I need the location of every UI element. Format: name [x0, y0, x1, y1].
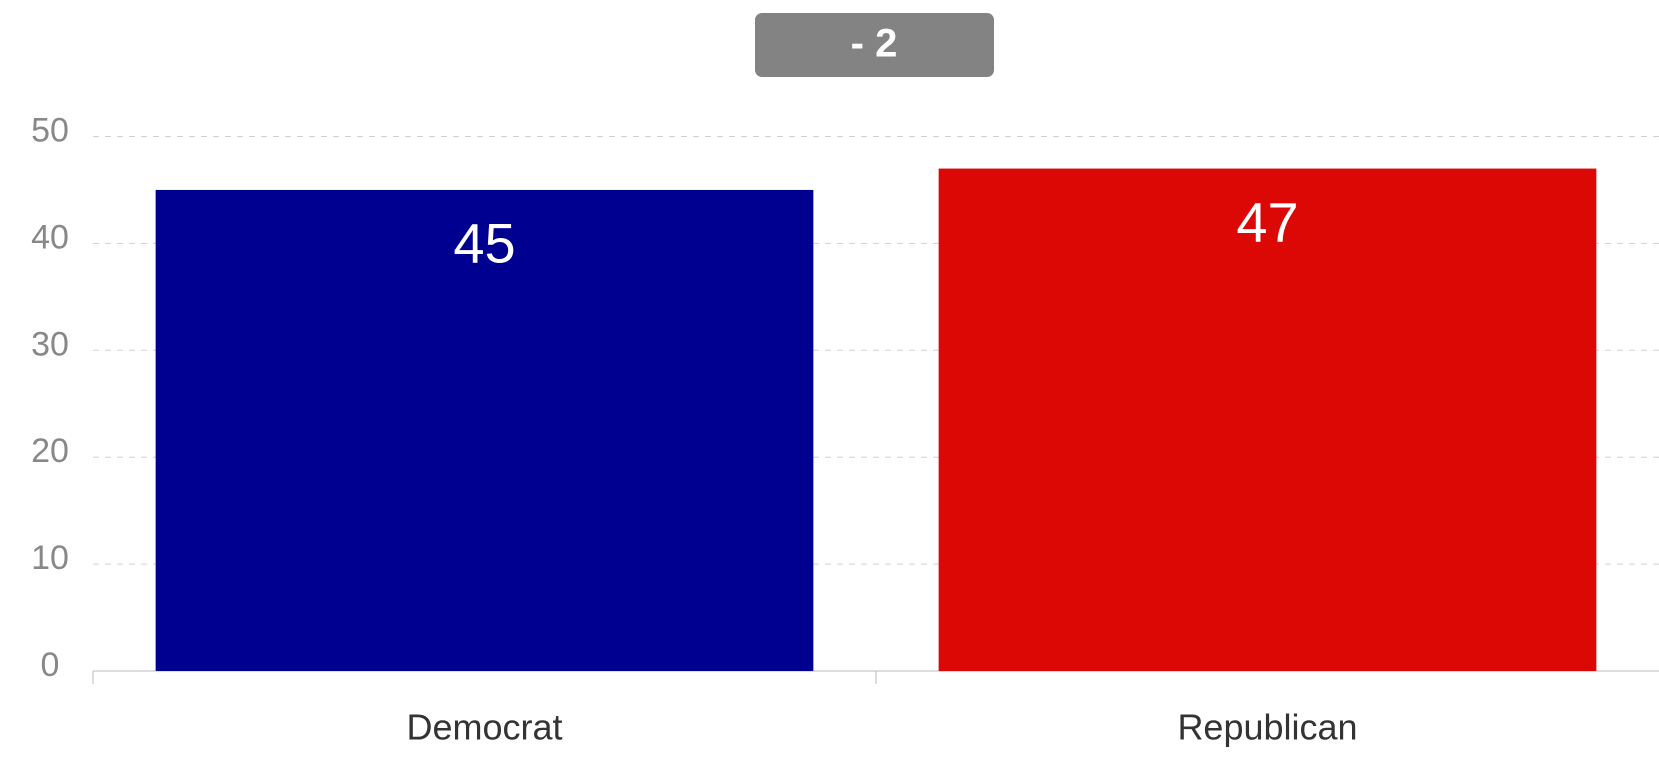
- bar: [155, 189, 814, 671]
- y-tick-label: 50: [31, 111, 69, 149]
- difference-badge: [755, 13, 994, 77]
- value-label: 47: [1236, 190, 1298, 253]
- difference-label: - 2: [851, 22, 898, 66]
- y-tick-label: 10: [31, 539, 69, 577]
- x-tick-label: Republican: [1177, 707, 1357, 748]
- bar: [938, 168, 1597, 671]
- value-label: 45: [453, 212, 515, 275]
- y-tick-label: 0: [41, 646, 60, 684]
- y-tick-label: 30: [31, 325, 69, 363]
- y-tick-label: 20: [31, 432, 69, 470]
- y-tick-label: 40: [31, 218, 69, 256]
- x-tick-label: Democrat: [406, 707, 562, 748]
